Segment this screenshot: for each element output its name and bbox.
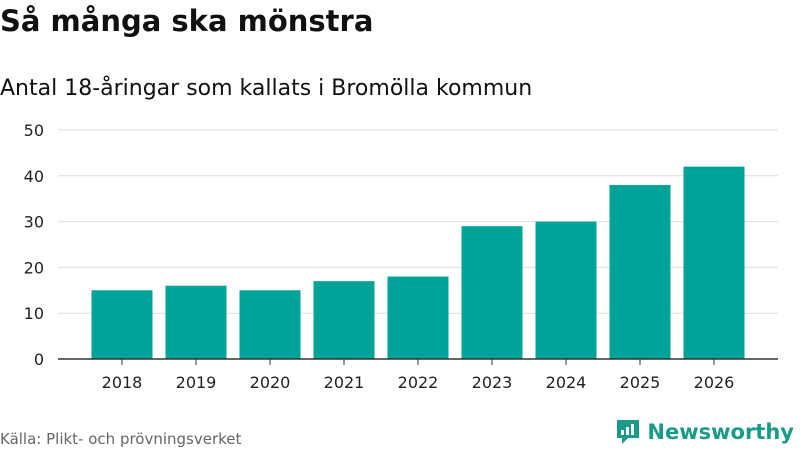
x-tick-label: 2023 — [472, 373, 513, 392]
y-tick-label: 50 — [24, 121, 44, 140]
y-tick-label: 30 — [24, 213, 44, 232]
x-tick-label: 2022 — [398, 373, 439, 392]
bar-2021 — [313, 281, 375, 359]
bar-2026 — [683, 166, 745, 359]
brand-logo: Newsworthy — [615, 418, 794, 446]
brand-name: Newsworthy — [647, 420, 794, 444]
bar-2025 — [609, 184, 671, 359]
x-axis-ticks: 2018 2019 2020 2021 2022 2023 2024 2025 2026 — [102, 359, 735, 392]
y-tick-label: 20 — [24, 258, 44, 277]
bar-2024 — [535, 221, 597, 359]
newsworthy-logo-icon — [617, 420, 640, 444]
bar-2020 — [239, 290, 301, 359]
x-tick-label: 2025 — [620, 373, 661, 392]
bar-2018 — [91, 290, 153, 359]
y-axis-ticks: 0 10 20 30 40 50 — [24, 121, 44, 369]
x-tick-label: 2024 — [546, 373, 587, 392]
x-tick-label: 2019 — [176, 373, 217, 392]
y-tick-label: 10 — [24, 304, 44, 323]
chart-title: Så många ska mönstra — [0, 4, 374, 38]
bar-2023 — [461, 226, 523, 359]
bar-chart: 0 10 20 30 40 50 2018 2019 2020 2021 2022 2023 2024… — [24, 121, 778, 392]
x-tick-label: 2021 — [324, 373, 365, 392]
bar-2022 — [387, 276, 449, 359]
bars — [91, 166, 745, 359]
chart-subtitle: Antal 18-åringar som kallats i Bromölla … — [0, 76, 533, 101]
source-note: Källa: Plikt- och prövningsverket — [0, 430, 242, 448]
x-tick-label: 2020 — [250, 373, 291, 392]
y-tick-label: 0 — [34, 350, 44, 369]
y-tick-label: 40 — [24, 167, 44, 186]
x-tick-label: 2026 — [694, 373, 735, 392]
x-tick-label: 2018 — [102, 373, 143, 392]
bar-2019 — [165, 285, 227, 359]
